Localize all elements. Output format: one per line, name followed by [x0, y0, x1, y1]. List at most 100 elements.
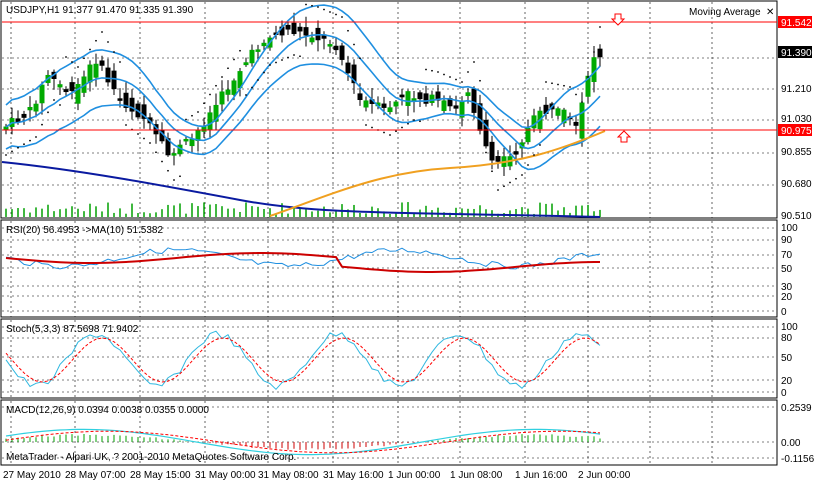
candle-body [471, 88, 477, 113]
candle-body [381, 103, 387, 108]
candle-body [129, 97, 135, 112]
candle-body [513, 151, 519, 155]
candle-body [591, 57, 597, 82]
candle-body [201, 126, 207, 132]
sar-dot [197, 111, 199, 113]
indicator-name: Moving Average [689, 7, 761, 18]
sar-dot [71, 61, 73, 63]
sar-dot [83, 57, 85, 60]
sar-dot [521, 174, 523, 176]
sar-dot [293, 54, 295, 56]
sar-dot [17, 146, 19, 149]
lower-level-tag [778, 124, 812, 136]
sar-dot [515, 177, 517, 180]
candle-body [69, 82, 75, 91]
current-price-label: 91.390 [781, 48, 812, 59]
rsi-tick: 90 [781, 235, 793, 246]
price-tick: 90.855 [781, 147, 812, 158]
candle-body [423, 93, 429, 104]
rsi-line [5, 247, 601, 270]
sar-dot [479, 79, 481, 82]
sar-dot [47, 111, 49, 114]
sar-dot [335, 13, 337, 16]
sar-dot [467, 71, 469, 73]
bollinger-middle [5, 34, 601, 150]
stoch-tick: 50 [781, 353, 793, 364]
candle-body [87, 64, 93, 83]
sar-dot [425, 68, 427, 71]
time-tick: 1 Jun 16:00 [515, 470, 568, 481]
candle-body [189, 138, 195, 147]
sar-dot [29, 139, 31, 142]
candle-body [93, 63, 99, 78]
stoch-tick: 80 [781, 333, 793, 344]
candle-body [105, 67, 111, 83]
sar-dot [173, 179, 175, 181]
rsi-panel[interactable] [0, 219, 778, 318]
down-arrow-icon[interactable] [610, 13, 626, 26]
sar-dot [137, 133, 139, 135]
symbol-info: USDJPY,H1 91.377 91.470 91.335 91.390 [6, 5, 194, 16]
sar-dot [95, 39, 97, 42]
upper-level-label: 91.542 [781, 18, 812, 29]
up-arrow-icon[interactable] [616, 130, 632, 143]
candle-body [99, 60, 105, 66]
sar-dot [11, 150, 13, 153]
candle-body [489, 141, 495, 161]
candle-body [285, 24, 291, 30]
rsi-plot [5, 247, 601, 273]
candle-body [327, 44, 333, 47]
sar-dot [227, 67, 229, 70]
price-tick: 90.680 [781, 179, 812, 190]
sar-dot [53, 99, 55, 101]
svg-text:✕: ✕ [766, 7, 774, 18]
candle-body [309, 37, 315, 43]
sar-dot [455, 78, 457, 81]
candle-body [333, 45, 339, 51]
time-tick: 2 Jun 00:00 [578, 470, 631, 481]
bollinger-lower [5, 63, 601, 171]
sar-dot [77, 66, 79, 68]
sar-dot [233, 58, 235, 61]
candle-body [183, 138, 189, 142]
moving-average-long [1, 161, 601, 218]
candle-body [21, 113, 27, 118]
sar-dot [359, 57, 361, 60]
time-tick: 28 May 15:00 [130, 470, 191, 481]
time-axis: 27 May 2010 28 May 07:00 28 May 15:00 31… [3, 470, 631, 481]
sar-dot [287, 56, 289, 59]
candle-body [171, 153, 177, 156]
candle-body [525, 127, 531, 143]
close-icon[interactable]: ✕ [766, 7, 774, 18]
moving-average-mid [269, 130, 606, 217]
sar-dot [119, 61, 121, 63]
rsi-tick: 30 [781, 282, 793, 293]
sar-dot [161, 160, 163, 163]
sar-dot [59, 104, 61, 106]
sar-dot [5, 154, 7, 156]
sar-dot [269, 64, 271, 66]
candle-body [477, 103, 483, 131]
sar-dot [383, 131, 385, 134]
sar-dot [587, 76, 589, 78]
stoch-panel[interactable] [0, 318, 778, 399]
sar-dot [371, 126, 373, 129]
sar-dot [431, 69, 433, 72]
sar-dot [167, 169, 169, 172]
price-tick: 91.210 [781, 84, 812, 95]
candle-body [117, 98, 123, 101]
candle-body [441, 100, 447, 111]
candle-body [213, 104, 219, 122]
candle-body [495, 156, 501, 162]
sar-dot [365, 124, 367, 126]
price-tick: 91.030 [781, 114, 812, 125]
sar-dot [239, 49, 241, 52]
sar-dot [149, 142, 151, 144]
candle-body [465, 92, 471, 97]
stoch-main-line [5, 330, 601, 391]
sar-dot [317, 6, 319, 8]
candle-body [75, 83, 81, 104]
sar-dot [545, 81, 547, 83]
